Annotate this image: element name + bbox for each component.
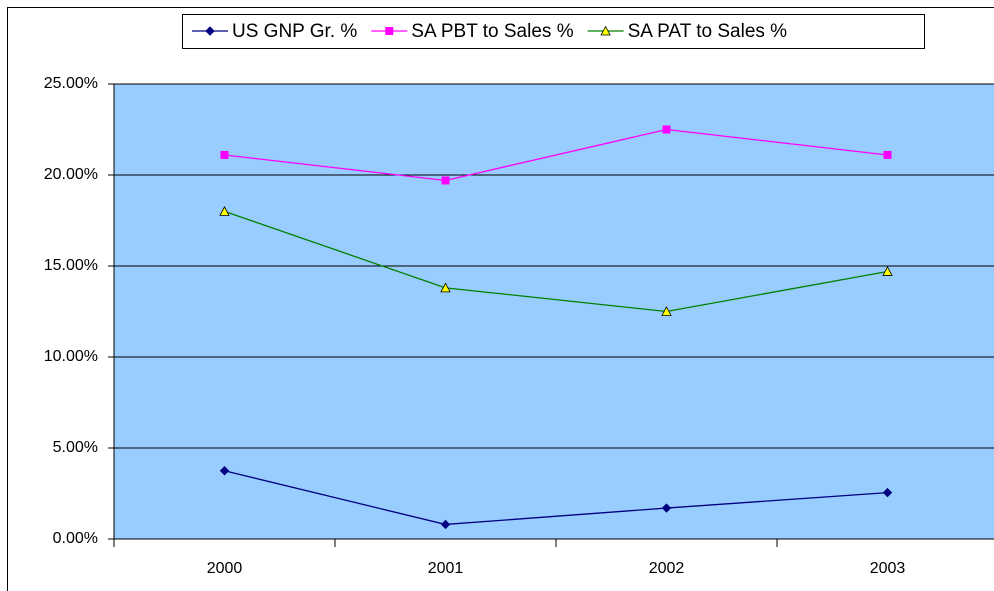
y-tick-label: 10.00% [44,348,98,365]
y-tick-label: 0.00% [53,530,98,547]
data-point [219,206,230,216]
data-point [440,282,451,293]
data-point [441,176,450,185]
data-point [220,150,229,159]
legend-box [182,14,925,49]
y-tick-label: 20.00% [44,166,98,183]
y-tick-label: 25.00% [44,75,98,92]
data-point [882,266,893,276]
data-point [440,519,451,530]
legend-marker [600,25,611,36]
x-tick-label: 2000 [207,560,243,577]
legend-marker [205,26,215,36]
x-tick-label: 2003 [870,560,906,577]
legend-label: SA PBT to Sales % [411,21,573,42]
data-point [882,487,893,498]
series-line [224,210,888,313]
y-tick-label: 15.00% [44,257,98,274]
x-tick-label: 2002 [649,560,685,577]
data-point [219,466,230,476]
series-line [224,128,888,182]
legend-label: US GNP Gr. % [232,21,357,42]
series-line [224,470,888,526]
data-point [661,306,672,316]
data-point [883,150,892,159]
plot-area [114,84,994,539]
legend-label: SA PAT to Sales % [628,21,788,42]
x-tick-label: 2001 [428,560,464,577]
legend-marker [385,27,394,35]
data-point [662,125,671,134]
data-point [661,503,672,513]
y-tick-label: 5.00% [53,439,98,456]
